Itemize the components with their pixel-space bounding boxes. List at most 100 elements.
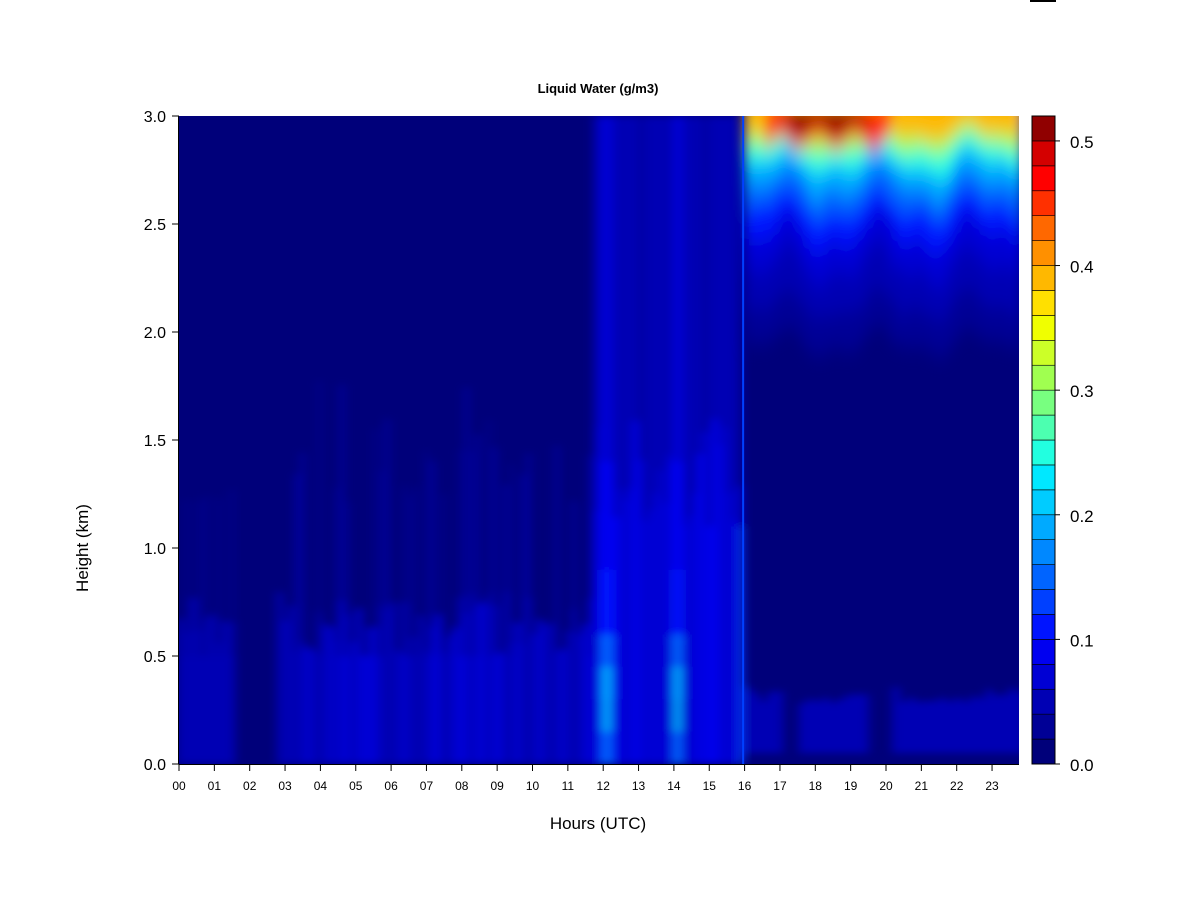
x-tick-label: 08 [455,779,469,793]
heatmap-cell [374,428,378,656]
heatmap-cell [614,116,621,764]
heatmap-cell [602,666,611,743]
colorbar-swatch [1031,190,1056,216]
heatmap-cell [527,453,531,656]
heatmap-cell [338,600,345,764]
heatmap-cell [652,116,659,764]
heatmap-cell [355,608,362,764]
heatmap-cell [724,116,731,764]
heatmap-cell [954,697,963,754]
heatmap-cell [1000,694,1009,754]
x-tick-label: 05 [349,779,363,793]
heatmap-cell [733,116,740,764]
y-tick-label: 2.5 [144,217,166,234]
heatmap-cell [457,597,464,764]
heatmap-cell [728,116,735,764]
heatmap-cell [648,116,655,764]
x-tick-label: 23 [985,779,999,793]
heatmap-cell [744,687,753,754]
heatmap-cell [732,519,738,764]
heatmap-cell [179,618,185,764]
heatmap-cell [687,515,693,764]
colorbar-swatch [1031,240,1056,266]
colorbar-frame [1031,115,1056,765]
heatmap-cell [344,614,351,764]
heatmap-cell [582,624,589,764]
x-tick-label: 22 [950,779,964,793]
heatmap-cell [977,698,986,754]
x-tick-label: 10 [526,779,540,793]
x-axis-label: Hours (UTC) [550,814,646,833]
heatmap-cell [969,696,978,754]
heatmap-cell [633,420,639,764]
heatmap-cell [446,636,453,764]
heatmap-cell [401,602,408,764]
heatmap-cell [618,116,625,764]
heatmap-cell [346,501,350,656]
x-tick-label: 19 [844,779,858,793]
colorbar-swatch [1031,389,1056,416]
heatmap-cell [644,116,651,764]
y-tick-label: 3.0 [144,109,166,126]
x-tick-label: 18 [809,779,823,793]
heatmap-cell [464,387,468,656]
heatmap-cell [638,460,644,764]
heatmap-cell [694,116,701,764]
colorbar-swatch [1031,464,1056,491]
heatmap-cell [570,608,577,764]
heatmap-cell [555,445,559,656]
x-tick-label: 12 [597,779,611,793]
colorbar-swatch [1031,688,1056,715]
heatmap-cell [727,492,733,764]
heatmap-cell [378,604,385,764]
x-tick-label: 11 [562,779,575,793]
heatmap-cell [185,500,189,656]
heatmap-cell [395,650,402,764]
heatmap-cell [402,485,406,656]
heatmap-plot-area [179,116,1019,764]
heatmap-cell [469,593,476,764]
heatmap-cell [429,626,436,764]
heatmap-cell [480,602,487,764]
x-tick-label: 02 [243,779,257,793]
heatmap-cell [589,455,593,656]
heatmap-layer-upper-cloud [744,116,1019,359]
heatmap-cell [837,699,846,754]
heatmap-cell [712,418,718,764]
colorbar-swatch [1031,738,1056,765]
heatmap-cell [938,697,947,754]
colorbar-swatch [1031,713,1056,740]
heatmap-cell [367,627,374,764]
heatmap-cell [542,624,549,764]
heatmap-cell [565,630,572,764]
colorbar-swatch [1031,140,1056,167]
heatmap-cell [463,613,470,764]
heatmap-cell [442,494,446,656]
heatmap-cell [662,503,668,764]
heatmap-cell [1008,688,1017,754]
heatmap-cell [1016,691,1019,754]
heatmap-cell [333,640,340,764]
x-tick-label: 04 [314,779,328,793]
heatmap-cell [334,487,338,656]
x-tick-label: 03 [278,779,292,793]
heatmap-edge [742,116,745,764]
heatmap-cell [673,731,682,764]
colorbar-tick-label: 0.3 [1070,382,1094,401]
heatmap-cell [665,116,672,764]
colorbar-swatch [1031,265,1056,291]
heatmap-cell [196,629,204,764]
heatmap-cell [930,700,939,754]
x-tick-label: 15 [703,779,717,793]
heatmap-cell [572,501,576,656]
heatmap-cell [300,452,304,656]
heatmap-cell [487,420,491,656]
heatmap-cell [682,526,688,764]
heatmap-cell [699,116,706,764]
heatmap-cell [493,447,497,656]
colorbar-swatch [1031,290,1056,316]
heatmap-cell [845,694,854,754]
heatmap-cell [672,569,683,646]
heatmap-cell [576,633,583,764]
